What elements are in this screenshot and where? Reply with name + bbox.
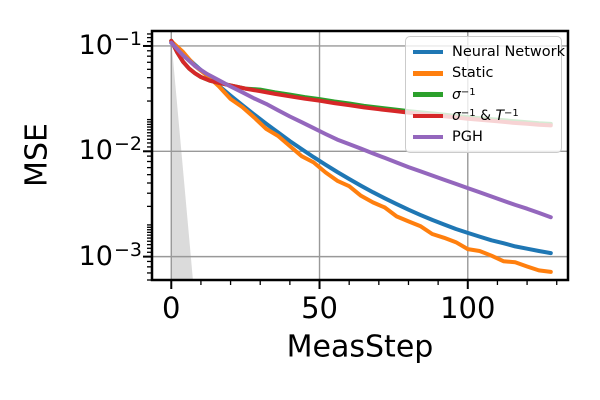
legend-entry-sigma-inverse: σ−1 — [413, 86, 554, 103]
x-tick-label-0: 0 — [162, 291, 181, 325]
legend-entry-pgh: PGH — [413, 130, 554, 145]
plot-border — [150, 29, 570, 282]
x-axis-label: MeasStep — [286, 329, 434, 365]
legend-swatch-sigma-and-t-inverse — [413, 113, 443, 119]
curve-pgh — [169, 40, 553, 220]
y-tick-exponent: −2 — [113, 133, 142, 156]
legend-label-sigma-and-t-inverse: σ−1 & T−1 — [452, 107, 519, 124]
legend-swatch-pgh — [413, 134, 443, 140]
legend-swatch-neural-network — [413, 49, 443, 55]
legend-swatch-static — [413, 71, 443, 76]
curve-static — [169, 39, 553, 274]
y-tick-base: 10 — [78, 240, 113, 272]
y-tick-base: 10 — [78, 135, 113, 167]
shaded-uncertainty-cone — [171, 39, 193, 280]
y-tick-base: 10 — [78, 29, 113, 61]
legend-entry-sigma-and-t-inverse: σ−1 & T−1 — [413, 107, 554, 124]
legend-label-sigma-inverse: σ−1 — [452, 86, 476, 103]
x-tick-label-50: 50 — [301, 291, 338, 325]
x-tick-label-100: 100 — [440, 291, 496, 325]
legend-label-neural-network: Neural Network — [452, 43, 565, 60]
y-tick-exponent: −3 — [113, 238, 142, 261]
legend-label-pgh: PGH — [452, 128, 483, 145]
y-tick-label-1e-3: 10−3 — [48, 239, 142, 275]
legend: Neural Network Static σ−1 σ−1 & T−1 PGH — [405, 36, 565, 153]
curve-neural-network — [169, 40, 553, 256]
y-tick-label-1e-1: 10−1 — [48, 28, 142, 64]
legend-swatch-sigma-inverse — [413, 92, 443, 97]
y-tick-exponent: −1 — [113, 27, 142, 50]
legend-entry-neural-network: Neural Network — [413, 45, 565, 60]
legend-entry-static: Static — [413, 66, 554, 81]
legend-label-static: Static — [452, 65, 494, 82]
y-tick-label-1e-2: 10−2 — [48, 133, 142, 169]
